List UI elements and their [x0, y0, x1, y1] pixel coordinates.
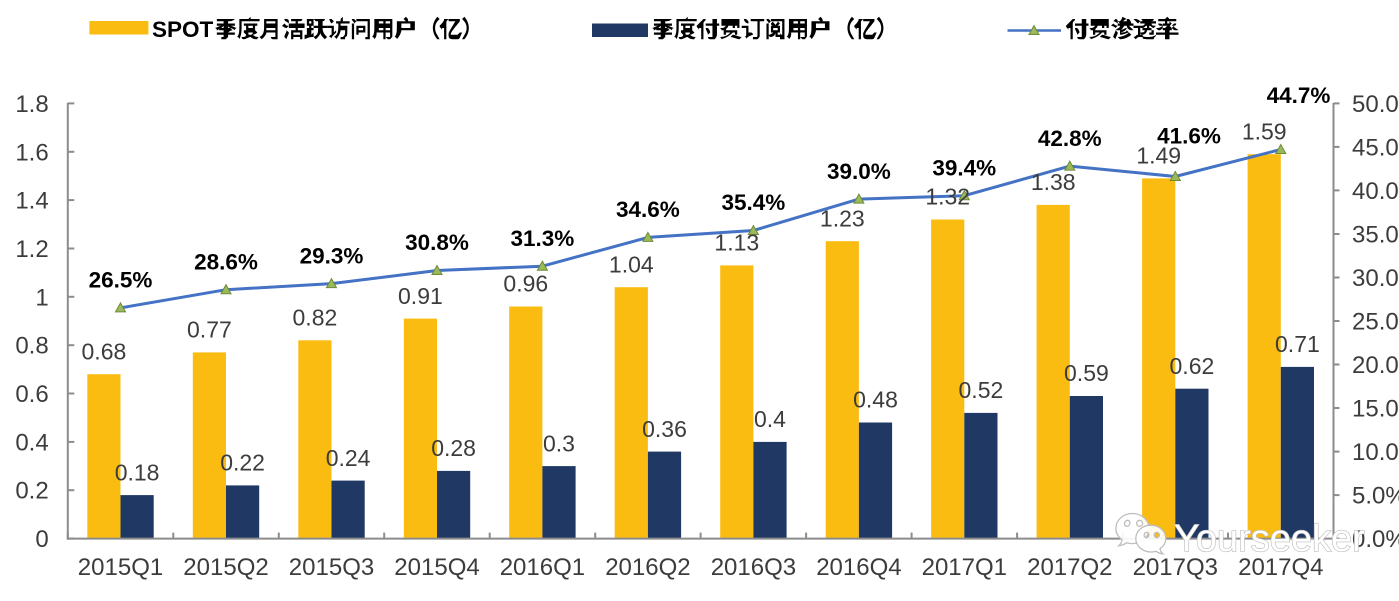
- svg-text:1.32: 1.32: [925, 184, 970, 210]
- svg-text:Yourseeker: Yourseeker: [1174, 518, 1365, 560]
- svg-text:0.28: 0.28: [431, 435, 476, 461]
- svg-text:42.8%: 42.8%: [1038, 126, 1102, 151]
- svg-text:2017Q3: 2017Q3: [1133, 554, 1218, 581]
- svg-text:1.23: 1.23: [820, 205, 865, 231]
- svg-text:30.0%: 30.0%: [1352, 265, 1399, 292]
- svg-text:10.0%: 10.0%: [1352, 439, 1399, 466]
- svg-text:0: 0: [35, 526, 48, 553]
- svg-text:1.6: 1.6: [15, 139, 48, 166]
- svg-text:29.3%: 29.3%: [300, 243, 364, 268]
- svg-text:0.62: 0.62: [1170, 353, 1215, 379]
- svg-text:1.38: 1.38: [1031, 169, 1076, 195]
- svg-text:0.52: 0.52: [959, 377, 1004, 403]
- svg-text:25.0%: 25.0%: [1352, 309, 1399, 336]
- svg-text:20.0%: 20.0%: [1352, 352, 1399, 379]
- svg-text:2017Q4: 2017Q4: [1238, 554, 1323, 581]
- svg-text:1.04: 1.04: [609, 251, 654, 277]
- svg-text:2015Q1: 2015Q1: [78, 554, 163, 581]
- svg-text:28.6%: 28.6%: [194, 249, 258, 274]
- svg-text:1.8: 1.8: [15, 91, 48, 118]
- svg-text:0.59: 0.59: [1064, 360, 1109, 386]
- svg-text:40.0%: 40.0%: [1352, 178, 1399, 205]
- svg-text:41.6%: 41.6%: [1157, 124, 1221, 149]
- svg-text:2015Q3: 2015Q3: [289, 554, 374, 581]
- svg-text:0.0%: 0.0%: [1352, 526, 1399, 553]
- svg-text:0.91: 0.91: [398, 283, 443, 309]
- svg-text:2016Q1: 2016Q1: [500, 554, 585, 581]
- svg-text:0.2: 0.2: [15, 478, 48, 505]
- svg-text:26.5%: 26.5%: [89, 268, 153, 293]
- svg-text:35.4%: 35.4%: [721, 190, 785, 215]
- svg-text:50.0%: 50.0%: [1352, 91, 1399, 118]
- svg-text:2016Q2: 2016Q2: [605, 554, 690, 581]
- svg-text:1.2: 1.2: [15, 236, 48, 263]
- svg-text:SPOT: SPOT: [152, 17, 214, 42]
- svg-text:0.8: 0.8: [15, 333, 48, 360]
- svg-text:0.71: 0.71: [1275, 331, 1320, 357]
- svg-text:45.0%: 45.0%: [1352, 134, 1399, 161]
- svg-text:0.48: 0.48: [853, 387, 898, 413]
- svg-text:0.6: 0.6: [15, 381, 48, 408]
- svg-text:0.18: 0.18: [115, 459, 160, 485]
- svg-text:2016Q3: 2016Q3: [711, 554, 796, 581]
- svg-text:44.7%: 44.7%: [1267, 83, 1331, 108]
- svg-text:34.6%: 34.6%: [616, 197, 680, 222]
- svg-text:39.4%: 39.4%: [932, 155, 996, 180]
- svg-text:2015Q2: 2015Q2: [183, 554, 268, 581]
- svg-text:0.3: 0.3: [543, 430, 575, 456]
- svg-text:0.96: 0.96: [503, 271, 548, 297]
- svg-text:0.4: 0.4: [15, 429, 48, 456]
- svg-text:0.82: 0.82: [293, 305, 338, 331]
- svg-text:1.4: 1.4: [15, 188, 48, 215]
- svg-text:1.49: 1.49: [1136, 143, 1181, 169]
- svg-text:0.77: 0.77: [187, 317, 232, 343]
- svg-text:2017Q1: 2017Q1: [922, 554, 1007, 581]
- svg-text:0.22: 0.22: [220, 450, 265, 476]
- svg-text:0.36: 0.36: [642, 416, 687, 442]
- svg-text:39.0%: 39.0%: [827, 159, 891, 184]
- svg-text:0.4: 0.4: [754, 406, 786, 432]
- svg-text:2017Q2: 2017Q2: [1027, 554, 1112, 581]
- svg-text:0.24: 0.24: [326, 445, 371, 471]
- svg-text:1.59: 1.59: [1242, 118, 1287, 144]
- svg-text:15.0%: 15.0%: [1352, 396, 1399, 423]
- svg-text:35.0%: 35.0%: [1352, 222, 1399, 249]
- svg-text:30.8%: 30.8%: [405, 230, 469, 255]
- svg-text:2016Q4: 2016Q4: [816, 554, 901, 581]
- svg-text:2015Q4: 2015Q4: [394, 554, 479, 581]
- svg-text:1: 1: [35, 284, 48, 311]
- svg-text:31.3%: 31.3%: [510, 226, 574, 251]
- svg-text:5.0%: 5.0%: [1352, 483, 1399, 510]
- svg-text:1.13: 1.13: [714, 230, 759, 256]
- svg-text:0.68: 0.68: [82, 338, 127, 364]
